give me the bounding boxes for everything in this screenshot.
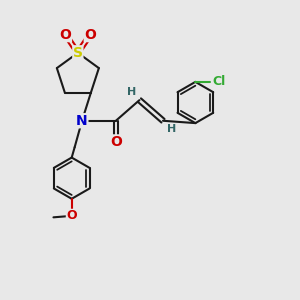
- Text: Cl: Cl: [212, 75, 226, 88]
- Text: O: O: [60, 28, 71, 42]
- Text: S: S: [73, 46, 83, 60]
- Text: N: N: [76, 114, 88, 128]
- Text: H: H: [167, 124, 176, 134]
- Text: H: H: [127, 87, 136, 97]
- Text: O: O: [84, 28, 96, 42]
- Text: O: O: [66, 209, 77, 222]
- Text: O: O: [110, 135, 122, 149]
